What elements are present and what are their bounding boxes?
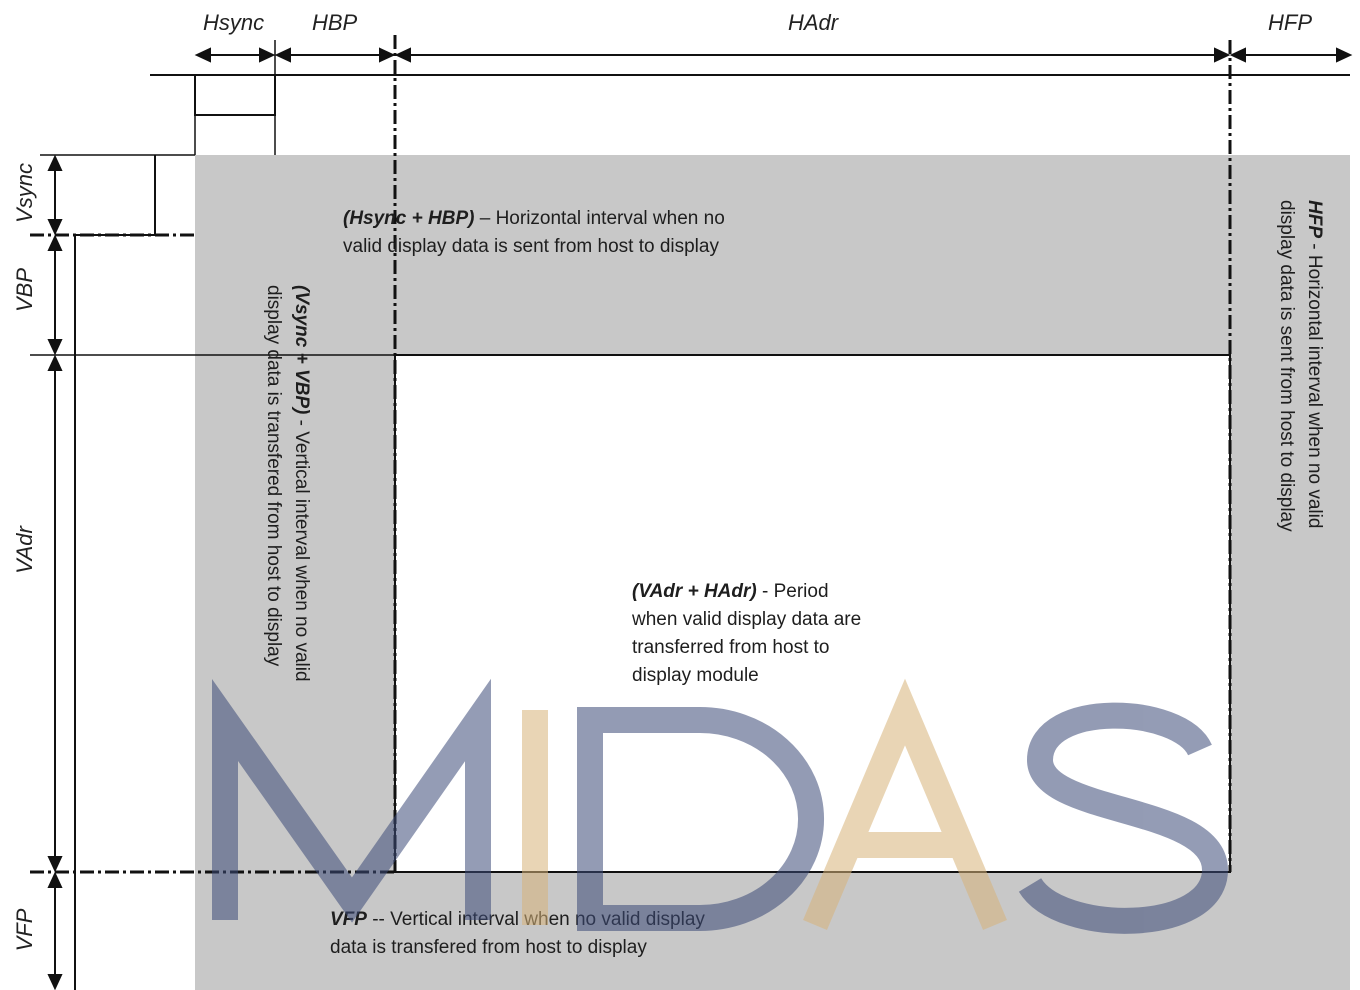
hsync-hbp-description: (Hsync + HBP) – Horizontal interval when… (343, 205, 823, 261)
vsync-vbp-description: (Vsync + VBP) - Vertical interval when n… (259, 285, 315, 755)
vadr-hadr-text-4: display module (632, 665, 759, 686)
vsync-vbp-text-1: - Vertical interval when no valid (291, 414, 312, 682)
h-dimension-arrows (194, 47, 1353, 63)
v-dimension-arrows (47, 154, 63, 990)
hfp-text-1: - Horizontal interval when no valid (1304, 238, 1325, 529)
hadr-label: HAdr (788, 10, 839, 35)
hsync-label: Hsync (203, 10, 265, 35)
vfp-description: VFP -- Vertical interval when no valid d… (330, 906, 830, 962)
hfp-term: HFP (1304, 200, 1325, 238)
vadr-label: VAdr (12, 526, 37, 574)
vbp-label: VBP (12, 267, 37, 313)
vadr-hadr-text-2: when valid display data are (632, 609, 862, 630)
vadr-hadr-description: (VAdr + HAdr) - Period when valid displa… (632, 578, 932, 690)
hbp-label: HBP (312, 10, 358, 35)
vfp-text-2: data is transfered from host to display (330, 937, 647, 958)
vsync-label: Vsync (12, 163, 37, 223)
vfp-label: VFP (12, 908, 37, 952)
hsync-pulse (194, 75, 276, 116)
vadr-hadr-term: (VAdr + HAdr) (632, 581, 757, 602)
vfp-text-1: -- Vertical interval when no valid displ… (366, 909, 705, 930)
vadr-hadr-text-1: - Period (756, 581, 829, 602)
hfp-description: HFP - Horizontal interval when no valid … (1272, 200, 1328, 600)
vsync-vbp-text-2: display data is transfered from host to … (263, 285, 284, 667)
vsync-pulse (75, 155, 156, 236)
hfp-text-2: display data is sent from host to displa… (1276, 200, 1297, 532)
hfp-label: HFP (1268, 10, 1312, 35)
vadr-hadr-text-3: transferred from host to (632, 637, 830, 658)
hsync-hbp-text-1: – Horizontal interval when no (474, 208, 725, 229)
vfp-term: VFP (330, 909, 367, 930)
hsync-hbp-text-2: valid display data is sent from host to … (343, 236, 719, 257)
hsync-hbp-term: (Hsync + HBP) (343, 208, 475, 229)
vsync-vbp-term: (Vsync + VBP) (291, 285, 312, 415)
